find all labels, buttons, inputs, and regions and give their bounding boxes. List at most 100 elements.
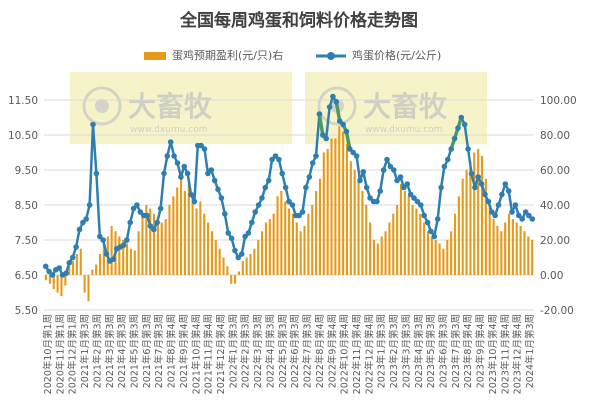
- egg-price-point: [181, 163, 187, 170]
- profit-bar: [264, 222, 268, 275]
- egg-price-point: [418, 202, 424, 208]
- x-tick-label: 2023年4月第3周: [413, 314, 425, 388]
- egg-price-point: [235, 254, 242, 261]
- profit-bar: [102, 243, 105, 275]
- egg-price-point: [472, 184, 478, 191]
- profit-bar: [318, 178, 322, 275]
- egg-price-point: [80, 219, 86, 226]
- egg-price-point: [394, 177, 400, 184]
- profit-bar: [187, 184, 190, 275]
- egg-price-point: [86, 202, 93, 208]
- profit-bar: [477, 149, 480, 275]
- profit-bar: [295, 222, 298, 275]
- egg-price-point: [222, 211, 228, 217]
- profit-bar: [95, 264, 98, 275]
- profit-bar: [515, 222, 518, 275]
- profit-bar: [145, 205, 148, 275]
- egg-price-point: [225, 230, 231, 236]
- profit-bar: [52, 275, 55, 289]
- x-tick-label: 2023年10月第4周: [487, 314, 499, 394]
- profit-bar: [291, 213, 295, 275]
- profit-bar: [87, 275, 90, 302]
- x-tick-label: 2022年10月第4周: [339, 314, 351, 394]
- egg-price-point: [475, 174, 482, 180]
- profit-bar: [149, 208, 152, 275]
- x-tick-label: 2024年1月第3周: [524, 314, 536, 388]
- egg-price-point: [103, 251, 110, 257]
- profit-bar: [411, 205, 414, 275]
- profit-bar: [457, 196, 460, 275]
- profit-bar: [519, 226, 522, 275]
- egg-price-point: [478, 181, 485, 187]
- profit-bar: [191, 196, 194, 275]
- egg-price-point: [232, 247, 238, 254]
- x-tick-label: 2023年5月第3周: [425, 314, 437, 388]
- egg-price-point: [411, 195, 417, 201]
- egg-price-point: [269, 156, 275, 163]
- profit-bar: [261, 231, 264, 275]
- x-tick-label: 2023年6月第3周: [438, 314, 450, 388]
- egg-price-point: [404, 181, 411, 187]
- egg-price-point: [134, 202, 140, 208]
- egg-price-point: [529, 216, 536, 222]
- y-left-tick-label: 8.50: [15, 200, 38, 212]
- x-tick-label: 2021年7月第3周: [153, 314, 165, 388]
- watermark: 大畜牧 www.dxumu.com: [70, 72, 292, 144]
- x-tick-label: 2023年7月第3周: [450, 314, 462, 388]
- x-tick-label: 2022年7月第3周: [302, 314, 314, 388]
- chart-title: 全国每周鸡蛋和饲料价格走势图: [180, 11, 418, 31]
- egg-price-point: [340, 121, 346, 128]
- egg-price-point: [360, 169, 367, 175]
- legend: 蛋鸡预期盈利(元/只)右 鸡蛋价格(元/公斤): [0, 46, 598, 66]
- profit-bar: [484, 178, 487, 275]
- y-left-tick-label: 11.50: [8, 95, 38, 107]
- y-left-tick-label: 5.50: [15, 305, 38, 317]
- profit-bar: [426, 231, 430, 275]
- watermark-logo-icon: [82, 86, 122, 126]
- egg-price-point: [499, 191, 505, 198]
- profit-bar: [446, 240, 449, 275]
- egg-price-point: [178, 174, 184, 180]
- egg-price-point: [259, 195, 265, 201]
- profit-bar: [129, 248, 132, 275]
- egg-price-point: [218, 195, 225, 201]
- profit-bar: [527, 236, 530, 275]
- profit-bar: [531, 240, 534, 275]
- egg-price-point: [201, 146, 208, 152]
- profit-bar: [357, 178, 360, 275]
- egg-price-point: [465, 146, 471, 152]
- egg-price-point: [296, 212, 302, 219]
- egg-price-point: [516, 212, 522, 219]
- egg-price-point: [154, 219, 160, 226]
- egg-price-point: [208, 167, 215, 173]
- egg-price-point: [97, 233, 103, 240]
- egg-price-point: [174, 160, 181, 166]
- profit-bar: [311, 205, 314, 275]
- profit-bar: [442, 248, 445, 275]
- profit-bar: [183, 191, 186, 275]
- egg-price-point: [215, 186, 221, 193]
- egg-price-point: [42, 263, 49, 270]
- egg-price-point: [276, 156, 282, 163]
- egg-price-point: [387, 163, 394, 170]
- egg-price-point: [205, 170, 211, 177]
- egg-price-point: [56, 265, 62, 271]
- egg-price-point: [171, 153, 177, 159]
- x-tick-label: 2021年3月第3周: [104, 314, 116, 388]
- egg-price-point: [407, 191, 414, 198]
- egg-price-point: [431, 233, 438, 240]
- x-tick-label: 2021年1月第3周: [79, 314, 91, 388]
- legend-item-bar: 蛋鸡预期盈利(元/只)右: [144, 46, 283, 66]
- profit-bar: [423, 222, 426, 275]
- egg-price-point: [161, 170, 167, 177]
- egg-price-point: [211, 177, 218, 184]
- egg-price-point: [100, 237, 106, 243]
- egg-price-point: [238, 251, 245, 257]
- profit-bar: [334, 138, 337, 275]
- egg-price-point: [441, 163, 448, 170]
- profit-bar: [172, 196, 175, 275]
- egg-price-point: [151, 226, 157, 233]
- profit-bar: [79, 248, 82, 275]
- watermark-logo-icon: [317, 86, 357, 126]
- egg-price-point: [188, 191, 194, 198]
